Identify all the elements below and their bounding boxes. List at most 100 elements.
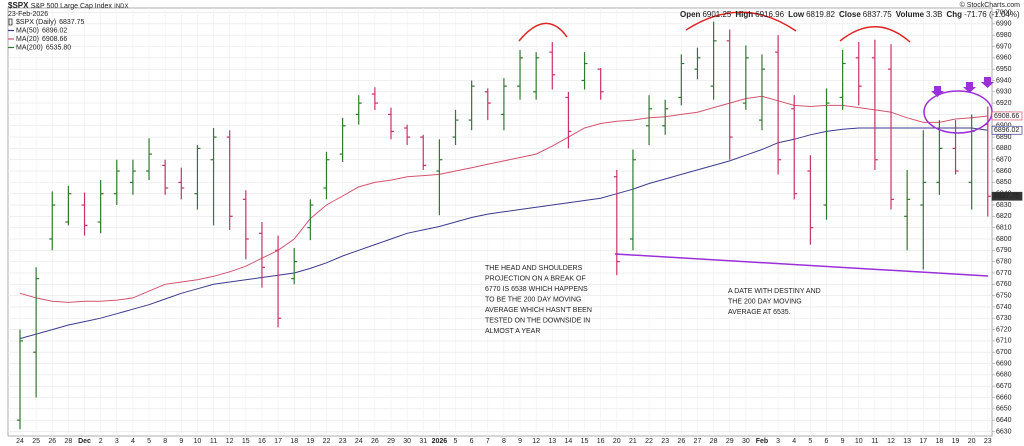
y-tick-label: 6930	[996, 89, 1012, 96]
y-tick-label: 6680	[996, 372, 1012, 379]
x-tick-label: 26	[677, 438, 685, 445]
y-tick-label: 6860	[996, 168, 1012, 175]
x-tick-label: 3	[776, 438, 780, 445]
y-tick-label: 6780	[996, 258, 1012, 265]
quote-value: -71.76 (-1.04%)	[964, 10, 1020, 19]
x-tick-label: 29	[726, 438, 734, 445]
y-tick-label: 6790	[996, 247, 1012, 254]
legend-value: 6837.75	[59, 19, 84, 26]
date: 23-Feb-2026	[8, 11, 48, 18]
y-tick-label: 6810	[996, 225, 1012, 232]
x-tick-label: 17	[919, 438, 927, 445]
x-tick-label: 28	[710, 438, 718, 445]
y-tick-label: 6850	[996, 179, 1012, 186]
quote-label: Low	[788, 10, 805, 19]
quote-value: 6837.75	[863, 10, 892, 19]
annotation-text: AVERAGE WHICH HASN'T BEEN	[485, 307, 592, 314]
y-tick-label: 7000	[996, 9, 1012, 16]
price-box	[991, 125, 1023, 135]
x-tick-label: 21	[629, 438, 637, 445]
x-tick-label: 19	[306, 438, 314, 445]
x-tick-label: 9	[518, 438, 522, 445]
x-tick-label: 22	[645, 438, 653, 445]
price-box-label: 6896.02	[994, 127, 1019, 134]
y-tick-label: 6670	[996, 383, 1012, 390]
x-tick-label: 30	[742, 438, 750, 445]
quote-label: Chg	[947, 10, 963, 19]
price-box	[991, 191, 1023, 201]
x-tick-label: 31	[419, 438, 427, 445]
x-tick-label: 2026	[432, 438, 448, 445]
annotation-text: TO BE THE 200 DAY MOVING	[485, 296, 581, 303]
y-tick-label: 6980	[996, 32, 1012, 39]
marks	[17, 21, 991, 430]
y-tick-label: 6650	[996, 406, 1012, 413]
quote-label: Close	[839, 10, 861, 19]
legend-label: MA(20)	[16, 36, 39, 43]
x-tick-label: 3	[115, 438, 119, 445]
x-tick-label: 10	[194, 438, 202, 445]
x-tick-label: 13	[548, 438, 556, 445]
x-tick-label: 9	[179, 438, 183, 445]
annotation-text: 6770 IS 6538 WHICH HAPPENS	[485, 286, 588, 293]
x-tick-label: 23	[339, 438, 347, 445]
arrow	[931, 86, 944, 97]
y-tick-label: 6760	[996, 281, 1012, 288]
quote-value: 6916.96	[755, 10, 784, 19]
y-tick-label: 6720	[996, 326, 1012, 333]
quote-value: 6901.25	[702, 10, 731, 19]
head-arc	[518, 22, 568, 42]
x-tick-label: 11	[871, 438, 878, 445]
y-tick-label: 6800	[996, 236, 1012, 243]
x-tick-label: 12	[532, 438, 540, 445]
x-tick-label: 5	[454, 438, 458, 445]
x-tick-label: Feb	[756, 438, 768, 445]
quote-value: 3.3B	[926, 10, 942, 19]
x-tick-label: Dec	[78, 438, 91, 445]
y-tick-label: 6700	[996, 349, 1012, 356]
x-tick-label: 23	[661, 438, 669, 445]
x-tick-label: 23	[984, 438, 992, 445]
x-tick-label: 15	[581, 438, 589, 445]
x-tick-label: 26	[371, 438, 379, 445]
quote-label: Volume	[896, 10, 925, 19]
legend-value: 6908.66	[42, 36, 67, 43]
watermark: © StockCharts.com	[960, 1, 1021, 9]
y-tick-label: 6630	[996, 428, 1012, 435]
x-tick-label: 26	[48, 438, 56, 445]
y-tick-label: 6970	[996, 43, 1012, 50]
x-tick-label: 12	[226, 438, 234, 445]
y-tick-label: 6940	[996, 77, 1012, 84]
x-tick-label: 4	[792, 438, 796, 445]
y-tick-label: 6750	[996, 292, 1012, 299]
price-box	[991, 111, 1023, 121]
quote-label: High	[735, 10, 753, 19]
annotation-text: A DATE WITH DESTINY AND	[728, 288, 821, 295]
subtitle: S&P 500 Large Cap Index	[31, 3, 113, 10]
head-arc	[839, 26, 911, 43]
symbol: $SPX	[8, 1, 29, 10]
legend-swatch	[8, 18, 13, 26]
y-tick-label: 6920	[996, 100, 1012, 107]
annotation-text: ALMOST A YEAR	[485, 328, 540, 335]
x-tick-label: 16	[258, 438, 266, 445]
exchange: INDX	[114, 4, 128, 10]
annotation-text: AVERAGE AT 6535.	[728, 309, 791, 316]
legend-label: MA(50)	[16, 27, 39, 34]
y-tick-label: 6710	[996, 338, 1012, 345]
y-tick-label: 6660	[996, 394, 1012, 401]
x-tick-label: 16	[597, 438, 605, 445]
price-box-label: 6908.66	[994, 113, 1019, 120]
x-tick-label: 10	[855, 438, 863, 445]
x-tick-label: 18	[936, 438, 944, 445]
legend-value: 6535.80	[46, 44, 71, 51]
x-tick-label: 7	[486, 438, 490, 445]
x-tick-label: 17	[274, 438, 282, 445]
arrow	[981, 77, 994, 88]
x-tick-label: 15	[242, 438, 250, 445]
x-tick-label: 12	[887, 438, 895, 445]
x-tick-label: 8	[502, 438, 506, 445]
x-tick-label: 20	[613, 438, 621, 445]
